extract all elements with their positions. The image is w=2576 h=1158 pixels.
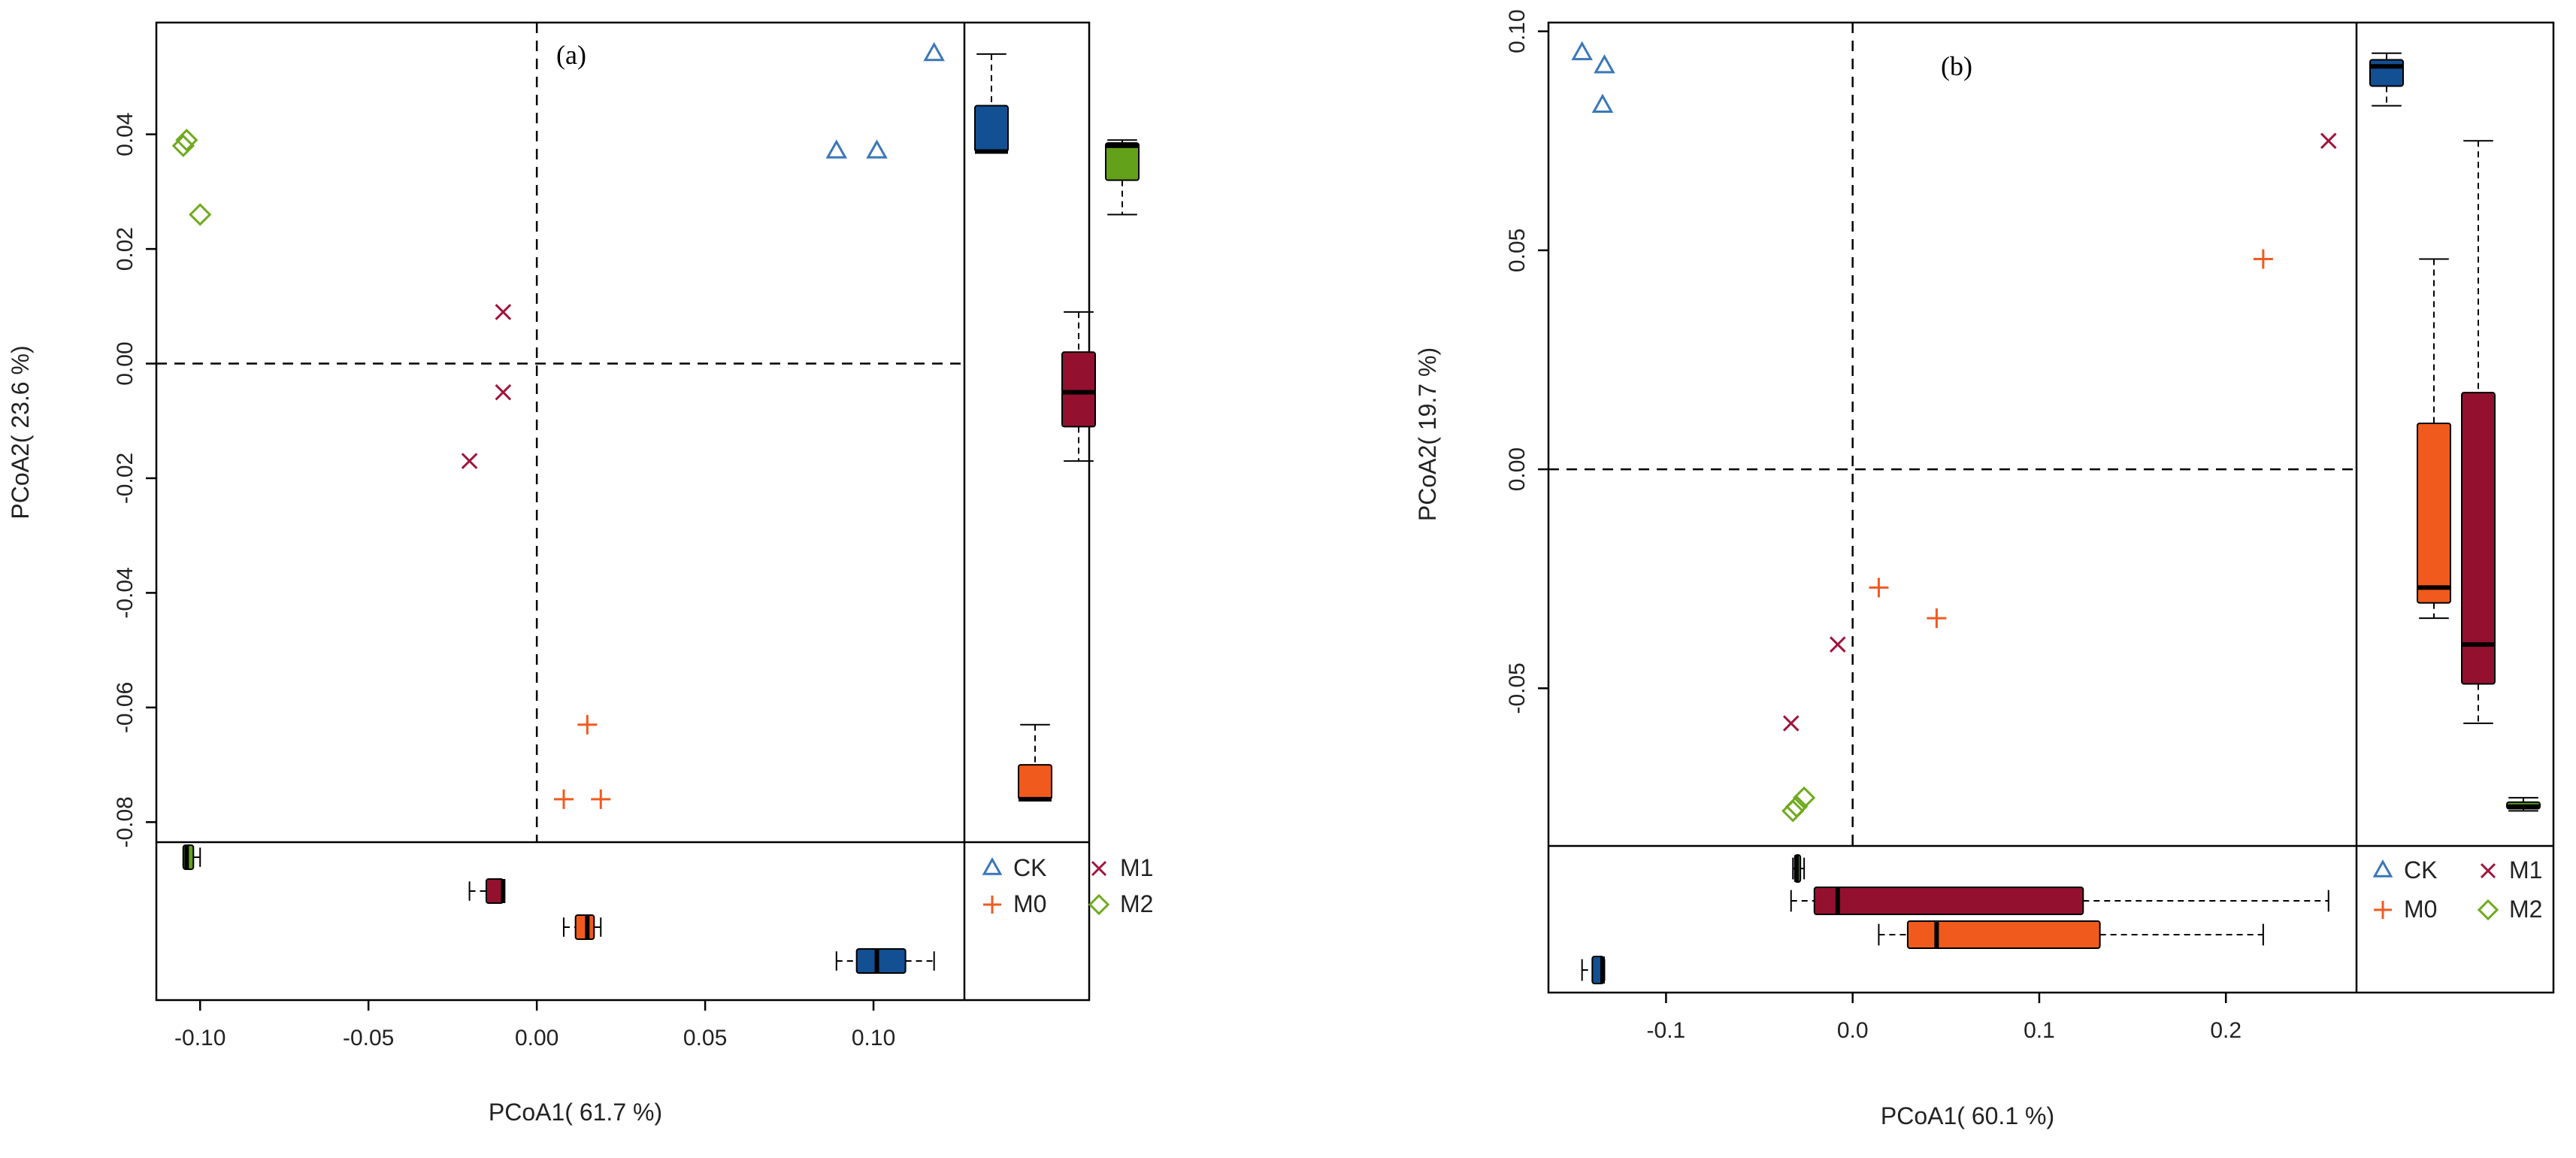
y-tick-label: 0.02 xyxy=(113,227,138,271)
y-boxplot-m1-box xyxy=(1061,351,1096,428)
point-ck xyxy=(1571,41,1593,61)
point-m2 xyxy=(175,129,198,152)
y-tick-label: 0.00 xyxy=(1505,447,1530,491)
point-m1 xyxy=(1782,715,1800,732)
legend-marker-ck xyxy=(2372,859,2393,878)
point-ck xyxy=(825,139,848,159)
point-ck xyxy=(923,41,945,62)
x-tick-label: 0.00 xyxy=(515,1026,558,1050)
point-ck xyxy=(866,139,888,159)
y-tick-label: 0.04 xyxy=(113,112,138,156)
x-axis-title: PCoA1( 60.1 %) xyxy=(1881,1102,2054,1129)
legend-label-m2: M2 xyxy=(2509,896,2542,923)
x-tick-label: 0.05 xyxy=(683,1026,727,1050)
point-m1 xyxy=(495,304,512,320)
x-tick-label: 0.10 xyxy=(852,1026,895,1050)
y-boxplot-ck-box xyxy=(974,105,1009,153)
y-tick-label: -0.05 xyxy=(1505,662,1530,714)
y-axis-title: PCoA2( 19.7 %) xyxy=(1414,347,1441,521)
y-tick-label: -0.04 xyxy=(113,567,138,618)
x-tick-label: 0.1 xyxy=(2024,1018,2055,1043)
point-ck xyxy=(1594,54,1615,74)
legend-marker-ck xyxy=(982,856,1003,875)
point-m1 xyxy=(495,383,512,401)
point-m0 xyxy=(1927,608,1947,629)
point-m0 xyxy=(577,714,598,735)
y-tick-label: -0.08 xyxy=(113,796,138,847)
legend-marker-m2 xyxy=(1088,893,1110,916)
x-tick-label: -0.05 xyxy=(343,1026,394,1050)
legend-label-m0: M0 xyxy=(1013,890,1046,917)
point-ck xyxy=(1591,93,1614,113)
y-boxplot-ck-box xyxy=(2369,59,2404,87)
legend-marker-m0 xyxy=(2374,901,2392,919)
point-m2 xyxy=(1781,799,1805,823)
x-boxplot-m0-box xyxy=(1906,920,2101,949)
y-tick-label: 0.00 xyxy=(113,341,138,385)
legend-marker-m1 xyxy=(1091,860,1107,877)
legend: CK M1 M0 M2 xyxy=(982,854,1153,917)
legend-marker-m2 xyxy=(2477,899,2499,921)
x-boxplot-m1-box xyxy=(1813,887,2084,915)
x-boxplot-ck-box xyxy=(855,948,907,974)
x-tick-label: -0.10 xyxy=(174,1026,226,1050)
outer-frame xyxy=(1547,21,2555,994)
x-tick-label: -0.1 xyxy=(1647,1018,1686,1043)
panel-a: 0.04 0.02 0.00 -0.02 -0.04 -0.06 -0.08 -0.10 -0.… xyxy=(7,21,1153,1126)
panel-label: (a) xyxy=(556,40,586,70)
y-boxplot-m1-box xyxy=(2461,392,2496,685)
panel-label: (b) xyxy=(1941,51,1972,81)
legend-label-m1: M1 xyxy=(2509,856,2542,884)
y-tick-label: 0.10 xyxy=(1505,9,1530,53)
legend-label-m0: M0 xyxy=(2404,896,2437,923)
point-m2 xyxy=(189,203,212,226)
x-boxplot-m0-box xyxy=(574,914,595,940)
x-boxplot-m1-box xyxy=(485,878,504,904)
y-boxplot-m2-box xyxy=(1105,142,1140,181)
legend-label-m1: M1 xyxy=(1120,854,1153,881)
y-axis-title: PCoA2( 23.6 %) xyxy=(7,345,34,519)
y-boxplot-m0-box xyxy=(1018,764,1052,800)
y-tick-label: 0.05 xyxy=(1505,229,1530,272)
legend-label-ck: CK xyxy=(2404,856,2437,884)
x-axis-title: PCoA1( 61.7 %) xyxy=(489,1099,662,1126)
y-boxplot-m0-box xyxy=(2417,422,2451,604)
y-tick-label: -0.02 xyxy=(113,453,138,504)
point-m0 xyxy=(2253,249,2273,269)
point-m1 xyxy=(2320,132,2337,150)
point-m0 xyxy=(591,789,611,809)
point-m1 xyxy=(461,453,478,469)
outer-frame xyxy=(155,21,1091,1002)
legend-marker-m0 xyxy=(983,896,1001,914)
legend: CK M1 M0 M2 xyxy=(2372,856,2542,923)
legend-marker-m1 xyxy=(2480,862,2496,879)
point-m0 xyxy=(553,789,574,809)
x-tick-label: 0.0 xyxy=(1837,1018,1869,1043)
legend-label-ck: CK xyxy=(1013,854,1046,881)
x-tick-label: 0.2 xyxy=(2210,1018,2242,1043)
legend-label-m2: M2 xyxy=(1120,890,1153,917)
panel-b: 0.10 0.05 0.00 -0.05 -0.1 0.0 0.1 0.2 PCoA1( 60.… xyxy=(1414,9,2555,1129)
point-m1 xyxy=(1830,636,1846,653)
point-m2 xyxy=(171,134,195,158)
point-m0 xyxy=(1869,577,1889,598)
y-tick-label: -0.06 xyxy=(113,682,138,733)
